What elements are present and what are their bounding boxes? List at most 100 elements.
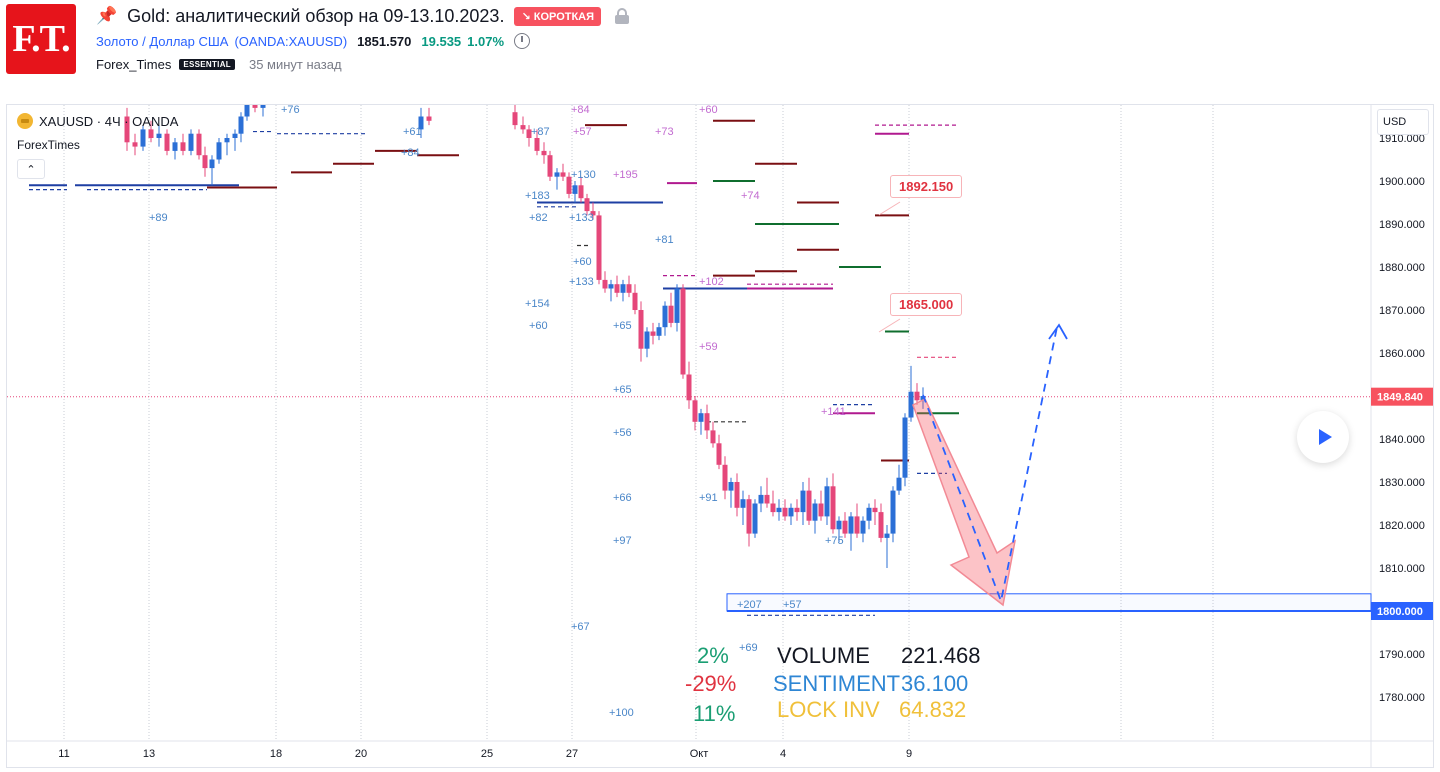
candle-body (238, 116, 244, 134)
candle-body (752, 503, 758, 534)
order-annotation: +87 (531, 126, 550, 138)
currency-selector[interactable]: USD (1377, 109, 1429, 135)
candle-body (692, 400, 698, 422)
play-button[interactable] (1297, 411, 1349, 463)
author-logo[interactable]: F.T. (6, 4, 76, 74)
order-annotation: +65 (613, 384, 632, 396)
author-name[interactable]: Forex_Times (96, 57, 172, 72)
candle-body (180, 142, 186, 151)
sentiment-label: SENTIMENT (773, 671, 901, 696)
candle-body (902, 417, 908, 478)
current-price-tag (1371, 387, 1433, 406)
candle-body (656, 327, 662, 336)
price-axis-label: 1840.000 (1379, 434, 1425, 446)
order-annotation: +57 (573, 126, 592, 138)
order-annotation: +60 (573, 256, 592, 268)
symbol-change: 19.535 (421, 33, 462, 49)
order-annotation: +60 (699, 105, 718, 116)
order-annotation: +102 (699, 276, 724, 288)
order-annotation: +81 (655, 234, 674, 246)
candle-body (578, 185, 584, 199)
chart-canvas[interactable]: 1910.000 1900.000 1890.000 1880.000 1870.000… (7, 105, 1434, 768)
candle-body (830, 486, 836, 530)
candle-body (824, 486, 830, 517)
time-axis-label: 27 (566, 748, 578, 760)
candle-body (848, 516, 854, 534)
price-axis-label: 1880.000 (1379, 262, 1425, 274)
candle-body (842, 520, 848, 534)
level-price-tag (1371, 602, 1433, 620)
order-annotation: +91 (699, 492, 718, 504)
time-axis-label: 18 (270, 748, 282, 760)
legend-title: XAUUSD · 4Ч · OANDA (39, 113, 179, 129)
level-price-label: 1800.000 (1377, 606, 1423, 618)
candle-body (740, 499, 746, 508)
candle-body (164, 133, 170, 151)
candle-body (680, 288, 686, 375)
order-annotation: +100 (609, 707, 634, 719)
candle-body (866, 507, 872, 521)
candle-body (590, 211, 596, 216)
candle-body (764, 494, 770, 504)
candle-body (812, 503, 818, 521)
symbol-row: Золото / Доллар США (OANDA:XAUUSD) 1851.… (96, 33, 531, 49)
order-annotation: +84 (401, 147, 420, 159)
candle-body (854, 516, 860, 534)
candle-body (426, 116, 432, 121)
title-row: 📌 Gold: аналитический обзор на 09-13.10.… (96, 4, 630, 28)
order-annotation: +89 (149, 212, 168, 224)
candle-body (704, 413, 710, 431)
author-row: Forex_Times ESSENTIAL 35 минут назад (96, 57, 342, 72)
volume-label: VOLUME (777, 643, 870, 668)
legend-collapse-button[interactable]: ⌃ (17, 159, 45, 179)
candle-body (196, 133, 202, 156)
callout-pointer (878, 318, 901, 333)
candle-body (776, 507, 782, 513)
candle-body (596, 215, 602, 280)
price-callout: 1865.000 (890, 293, 963, 316)
alarm-icon[interactable] (514, 33, 531, 49)
candle-body (584, 198, 590, 212)
candle-body (734, 482, 740, 508)
candle-body (132, 142, 138, 147)
candle-body (878, 512, 884, 538)
candle-body (418, 116, 424, 130)
forecast-path (922, 326, 1058, 605)
price-axis-label: 1830.000 (1379, 477, 1425, 489)
time-axis-label: 11 (58, 748, 69, 760)
order-annotation: +59 (699, 341, 718, 353)
order-annotation: +60 (529, 320, 548, 332)
order-annotation: +56 (613, 427, 632, 439)
order-annotation: +75 (825, 535, 844, 547)
order-annotation: +73 (655, 126, 674, 138)
symbol-link[interactable]: Золото / Доллар США (96, 33, 229, 49)
symbol-code-link[interactable]: (OANDA:XAUUSD) (234, 33, 348, 49)
candle-body (860, 520, 866, 534)
stat-pct-2: -29% (685, 671, 737, 696)
candle-body (260, 105, 266, 108)
time-axis-label: 25 (481, 748, 493, 760)
candle-body (554, 172, 560, 177)
candle-body (608, 284, 614, 289)
candle-body (668, 305, 674, 323)
candle-body (698, 413, 704, 422)
candle-body (806, 490, 812, 521)
candle-body (884, 533, 890, 538)
candle-body (770, 503, 776, 513)
candle-body (512, 112, 518, 126)
candle-body (650, 331, 656, 336)
candle-body (252, 105, 258, 108)
chart-area[interactable]: 1910.000 1900.000 1890.000 1880.000 1870.000… (6, 104, 1434, 768)
candle-body (788, 507, 794, 517)
order-annotation: +57 (783, 599, 802, 611)
candle-body (148, 129, 154, 138)
order-annotation: +130 (571, 169, 596, 181)
order-annotation: +154 (525, 298, 550, 310)
order-annotation: +66 (613, 492, 632, 504)
candle-body (908, 391, 914, 418)
candle-body (232, 133, 238, 138)
candle-body (626, 284, 632, 293)
callout-pointer (878, 201, 901, 216)
order-annotation: +84 (571, 105, 590, 116)
order-annotation: +76 (281, 105, 300, 116)
